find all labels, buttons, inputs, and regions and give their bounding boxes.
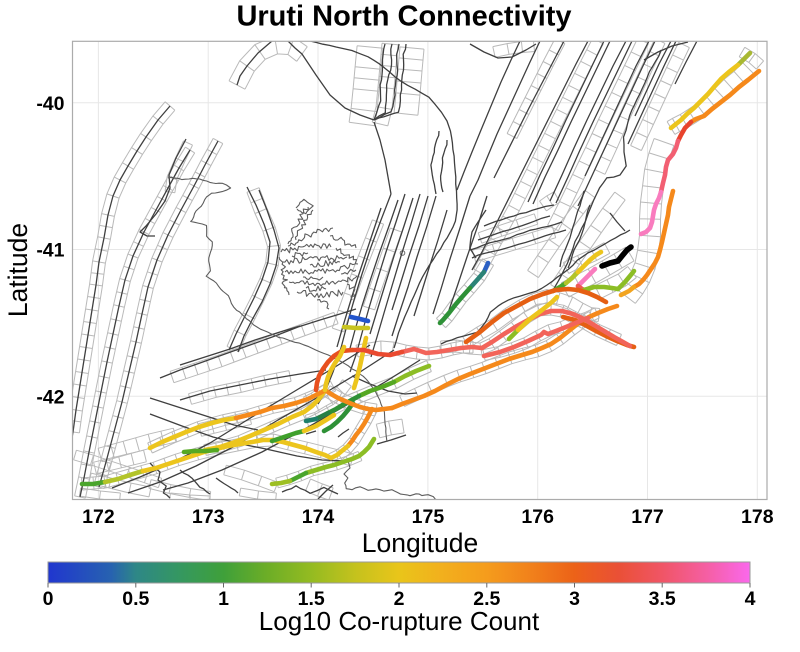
svg-text:0.5: 0.5 [122, 588, 149, 610]
svg-text:2: 2 [394, 588, 405, 610]
svg-text:4: 4 [745, 588, 756, 610]
svg-text:-41: -41 [36, 240, 64, 262]
svg-text:1.5: 1.5 [298, 588, 325, 610]
svg-text:173: 173 [192, 506, 225, 528]
svg-text:3.5: 3.5 [649, 588, 676, 610]
svg-text:Longitude: Longitude [362, 528, 478, 558]
svg-text:175: 175 [412, 506, 445, 528]
svg-text:Latitude: Latitude [3, 223, 33, 317]
svg-text:1: 1 [218, 588, 229, 610]
svg-text:-42: -42 [36, 386, 64, 408]
svg-text:2.5: 2.5 [473, 588, 500, 610]
svg-text:0: 0 [43, 588, 54, 610]
svg-text:Log10 Co-rupture Count: Log10 Co-rupture Count [259, 606, 540, 636]
svg-text:174: 174 [302, 506, 335, 528]
svg-text:176: 176 [521, 506, 554, 528]
svg-text:177: 177 [631, 506, 664, 528]
svg-text:178: 178 [741, 506, 774, 528]
svg-text:-40: -40 [36, 93, 64, 115]
svg-text:172: 172 [82, 506, 115, 528]
svg-text:Uruti North Connectivity: Uruti North Connectivity [236, 1, 571, 33]
svg-text:3: 3 [569, 588, 580, 610]
